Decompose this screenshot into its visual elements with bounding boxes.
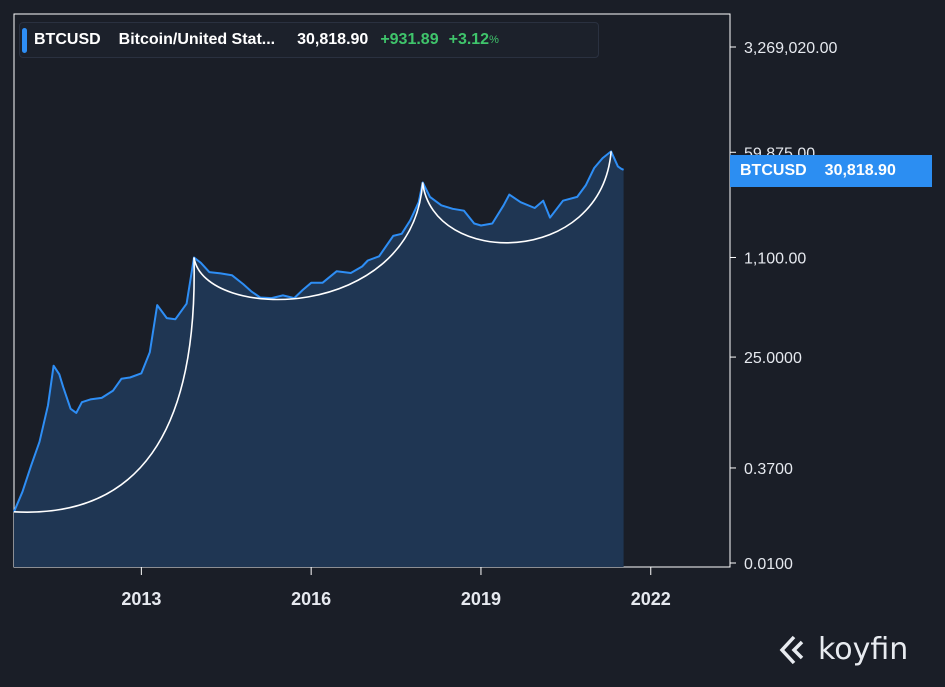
series-color-swatch — [22, 28, 27, 53]
y-axis: 3,269,020.0059,875.001,100.0025.00000.37… — [730, 40, 838, 573]
x-tick-label-3: 2022 — [631, 589, 671, 609]
cup-arc-2 — [193, 182, 424, 301]
last-price-tag: BTCUSD 30,818.90 — [730, 155, 932, 187]
price-tag-symbol: BTCUSD — [740, 162, 807, 179]
price-line — [13, 150, 624, 513]
arc-annotations — [13, 151, 612, 513]
x-tick-label-1: 2016 — [291, 589, 331, 609]
legend-symbol: BTCUSD — [34, 31, 101, 48]
y-tick-label-4: 0.3700 — [744, 461, 793, 478]
area-layer — [14, 151, 624, 567]
legend-change: +931.89 — [380, 31, 439, 48]
x-tick-label-0: 2013 — [121, 589, 161, 609]
cup-arc-3 — [421, 151, 612, 244]
koyfin-logo-icon — [779, 635, 804, 664]
legend-change-pct: +3.12 — [448, 31, 490, 48]
y-tick-label-0: 3,269,020.00 — [744, 40, 838, 57]
koyfin-logo: koyfin — [778, 632, 908, 667]
line-layer — [13, 150, 624, 513]
y-tick-label-5: 0.0100 — [744, 556, 793, 573]
legend-name: Bitcoin/United Stat... — [118, 31, 276, 48]
legend-bar[interactable]: BTCUSD Bitcoin/United Stat... 30,818.90 … — [19, 22, 599, 58]
legend-price: 30,818.90 — [297, 31, 369, 48]
price-area-fill — [14, 151, 624, 567]
x-axis: 2013 2016 2019 2022 — [121, 567, 671, 609]
cup-arc-1 — [13, 257, 195, 513]
brand-name: koyfin — [818, 632, 909, 667]
x-tick-label-2: 2019 — [461, 589, 501, 609]
y-tick-label-3: 25.0000 — [744, 350, 802, 367]
price-tag-value: 30,818.90 — [824, 162, 896, 179]
y-tick-label-2: 1,100.00 — [744, 250, 806, 267]
legend-pct-sign: % — [489, 34, 499, 46]
